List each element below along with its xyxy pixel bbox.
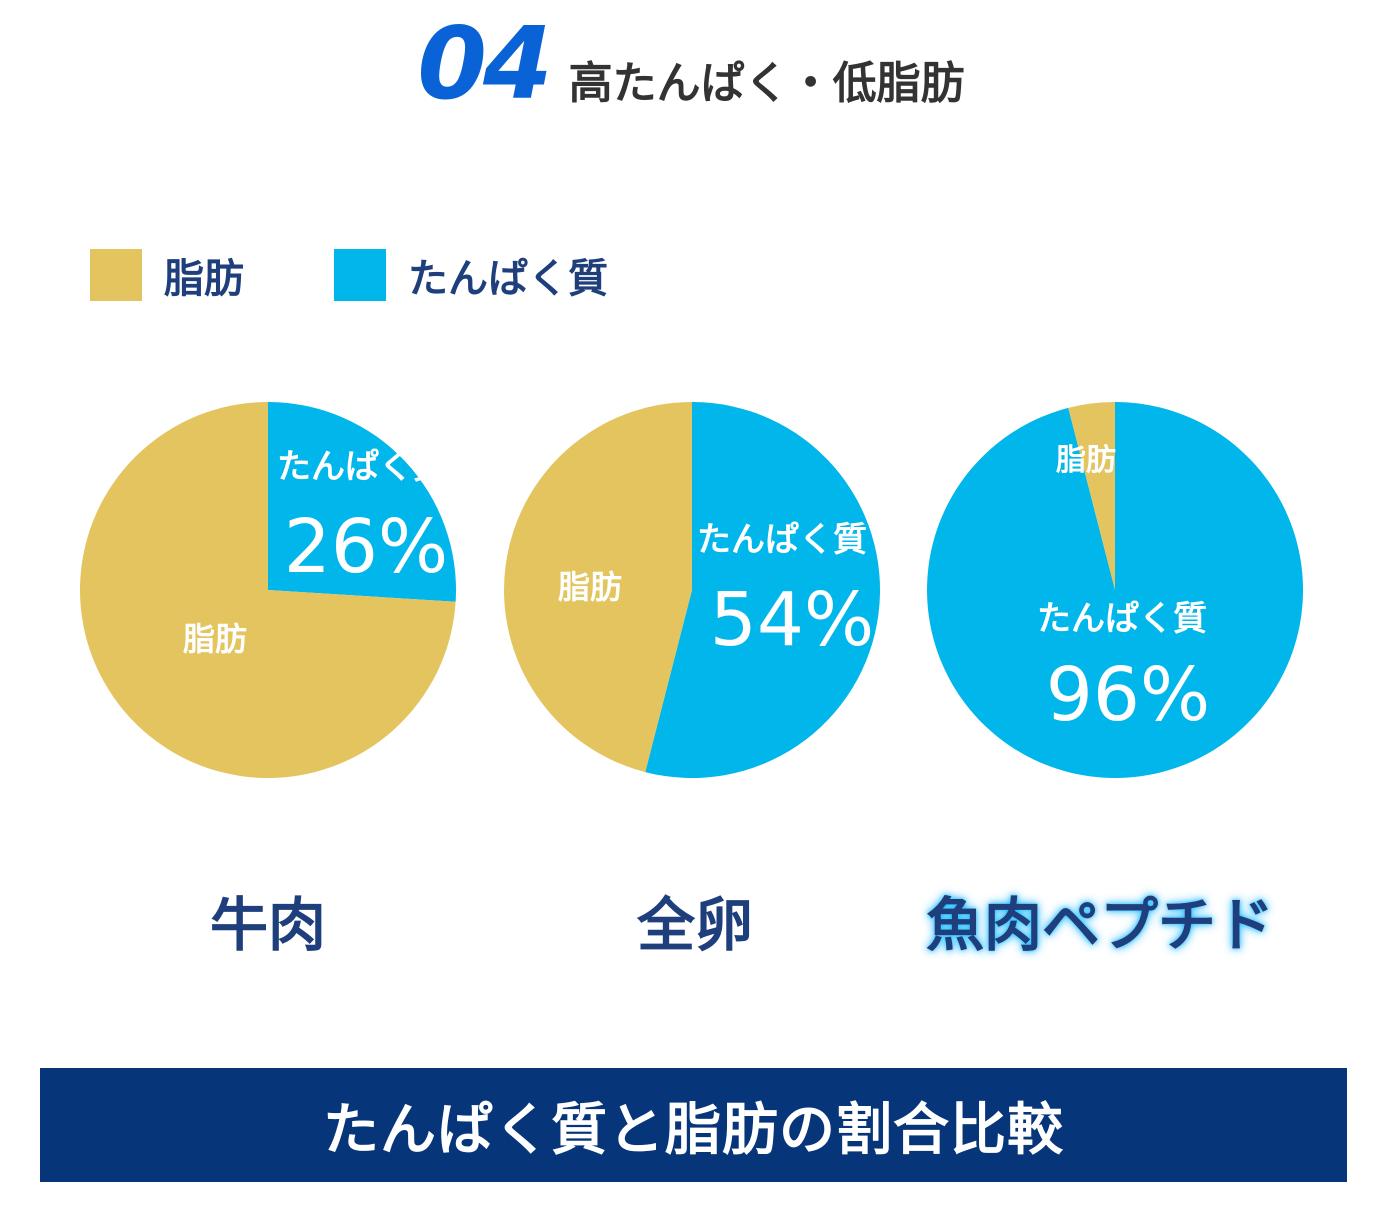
legend-item-fat: 脂肪 (90, 246, 244, 304)
pie-slice-protein-beef (268, 402, 457, 602)
slice-label-protein-beef: たんぱく質 (277, 447, 447, 487)
legend-swatch-protein (334, 249, 386, 301)
slice-label-protein-fish: たんぱく質 (1037, 599, 1207, 639)
section-number: 04 (417, 5, 552, 122)
slice-label-fat-fish: 脂肪 (1056, 443, 1116, 478)
chart-legend: 脂肪 たんぱく質 (90, 248, 698, 302)
pie-slice-fat-beef (80, 402, 456, 778)
percent-label-fish: 96% (1046, 652, 1210, 738)
pie-title-egg: 全卵 (636, 891, 753, 959)
legend-label-protein: たんぱく質 (408, 256, 608, 302)
legend-item-protein: たんぱく質 (334, 246, 608, 304)
slice-label-fat-egg: 脂肪 (558, 568, 622, 606)
caption-text: たんぱく質と脂肪の割合比較 (323, 1097, 1064, 1163)
pie-slice-protein-egg (645, 402, 881, 778)
pie-slice-fat-fish (1068, 402, 1115, 590)
slice-label-fat-beef: 脂肪 (183, 620, 247, 658)
percent-label-beef: 26% (284, 504, 448, 590)
caption-bar: たんぱく質と脂肪の割合比較 (40, 1068, 1347, 1182)
pie-slice-protein-fish (927, 402, 1304, 778)
slice-label-protein-egg: たんぱく質 (697, 520, 867, 560)
section-title: 高たんぱく・低脂肪 (568, 58, 965, 109)
pie-title-beef: 牛肉 (209, 891, 326, 959)
pie-slice-fat-egg (504, 402, 692, 773)
pie-title-fish-peptide: 魚肉ペプチド (925, 891, 1274, 959)
percent-label-egg: 54% (710, 577, 874, 663)
section-heading: 04 高たんぱく・低脂肪 (0, 14, 1382, 124)
legend-label-fat: 脂肪 (164, 256, 244, 302)
legend-swatch-fat (90, 249, 142, 301)
